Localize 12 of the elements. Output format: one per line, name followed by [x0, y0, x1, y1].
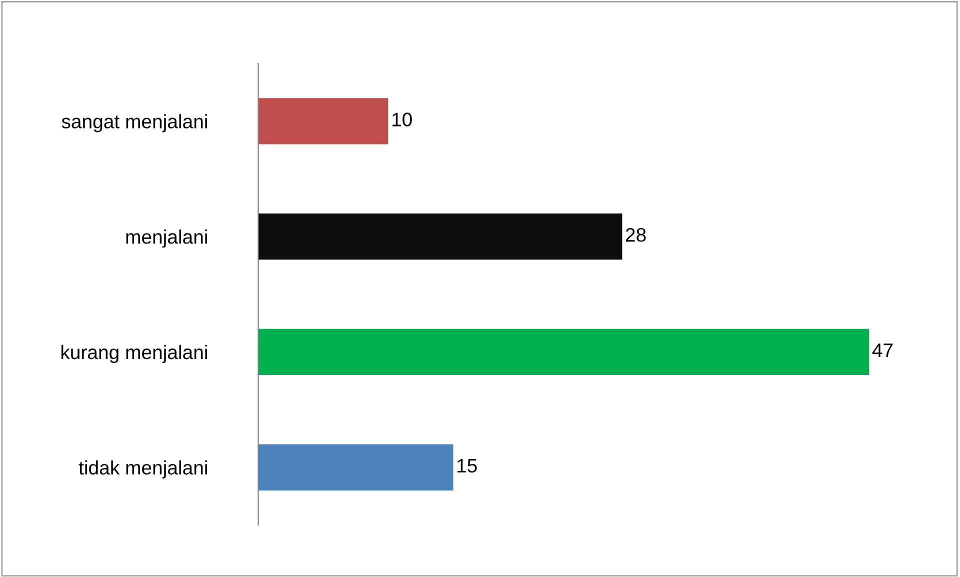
bar [258, 444, 454, 490]
y-tick-label: tidak menjalani [78, 460, 207, 478]
y-tick-label: kurang menjalani [61, 344, 207, 364]
data-label: 47 [872, 344, 893, 357]
y-tick-label: menjalani [126, 230, 207, 248]
data-label: 10 [392, 112, 412, 126]
bar [258, 213, 622, 260]
y-tick-label: sangat menjalani [62, 114, 207, 132]
data-label: 15 [457, 459, 477, 473]
data-label: 28 [626, 228, 646, 242]
bar [258, 328, 870, 376]
bar [258, 98, 388, 144]
